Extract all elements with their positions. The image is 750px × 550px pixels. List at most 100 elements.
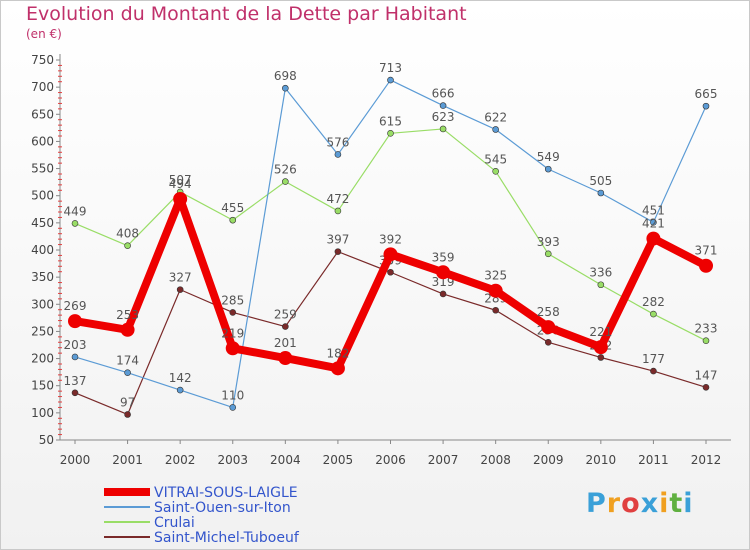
data-point: [541, 320, 556, 335]
data-point: [699, 258, 713, 273]
legend-label: VITRAI-SOUS-LAIGLE: [154, 485, 298, 501]
series-line: [547, 253, 602, 286]
data-point: [124, 369, 131, 376]
logo-letter: P: [586, 488, 607, 519]
x-tick-label: 2009: [533, 453, 564, 467]
y-tick-label: 300: [31, 297, 54, 311]
y-tick-label: 550: [31, 162, 54, 176]
data-point: [278, 351, 293, 366]
data-label: 201: [274, 336, 297, 350]
series-line: [71, 317, 132, 334]
data-point: [702, 337, 710, 344]
series-line: [547, 168, 602, 194]
data-point: [225, 341, 240, 356]
series-line: [652, 370, 707, 388]
data-label: 177: [642, 352, 665, 366]
logo-letter: r: [606, 488, 622, 519]
data-point: [282, 178, 289, 185]
x-tick-label: 2003: [217, 453, 248, 467]
data-point: [597, 281, 605, 289]
data-point: [387, 129, 394, 137]
data-point: [439, 102, 447, 109]
data-point: [176, 286, 184, 293]
series-line: [179, 191, 234, 221]
data-label: 336: [589, 266, 612, 280]
chart-unit: (en €): [26, 27, 62, 41]
series-line: [389, 79, 444, 107]
data-point: [387, 268, 394, 276]
data-point: [124, 242, 131, 249]
series-line: [442, 128, 497, 172]
data-point: [439, 290, 447, 298]
logo-letter: i: [683, 488, 694, 519]
data-label: 472: [326, 192, 349, 206]
series-line: [74, 356, 129, 374]
data-point: [492, 126, 499, 133]
y-tick-label: 450: [31, 216, 54, 230]
data-label: 147: [695, 368, 718, 382]
data-label: 545: [484, 152, 507, 166]
x-tick-label: 2010: [586, 453, 617, 467]
data-label: 269: [64, 299, 87, 313]
series-line: [284, 181, 339, 212]
data-point: [334, 151, 342, 158]
series-line: [126, 289, 181, 416]
series-line: [600, 356, 655, 372]
data-label: 576: [326, 135, 349, 149]
data-point: [387, 76, 394, 84]
data-label: 371: [695, 244, 718, 258]
data-label: 665: [695, 87, 718, 101]
data-label: 203: [64, 338, 87, 352]
data-point: [597, 189, 605, 197]
series-line: [389, 128, 444, 134]
y-tick-label: 250: [31, 324, 54, 338]
y-tick-label: 500: [31, 189, 54, 203]
data-label: 451: [642, 203, 665, 217]
series-line: [386, 250, 448, 277]
data-point: [229, 404, 237, 411]
series-line: [337, 79, 392, 156]
data-label: 393: [537, 235, 560, 249]
x-tick-label: 2001: [112, 453, 143, 467]
series-line: [179, 389, 234, 409]
data-point: [650, 219, 657, 226]
data-label: 182: [326, 346, 349, 360]
data-label: 325: [484, 269, 507, 283]
data-label: 622: [484, 110, 507, 124]
series-line: [652, 105, 707, 223]
data-label: 698: [274, 69, 297, 83]
y-tick-label: 100: [31, 406, 54, 420]
x-tick-label: 2002: [165, 453, 196, 467]
data-point: [71, 389, 79, 397]
series-line: [495, 309, 549, 343]
series-line: [281, 354, 342, 373]
data-label: 258: [537, 305, 560, 319]
data-point: [702, 384, 710, 391]
legend-label: Saint-Michel-Tuboeuf: [154, 530, 300, 546]
data-label: 397: [326, 233, 349, 247]
data-point: [492, 167, 499, 175]
y-tick-label: 150: [31, 379, 54, 393]
data-point: [488, 283, 503, 298]
axes: 50 100 150 200 250 300 350 400 450 500 550 600 650 70…: [31, 53, 731, 467]
data-label: 505: [589, 174, 612, 188]
data-label: 327: [169, 271, 192, 285]
data-label: 526: [274, 163, 297, 177]
data-point: [544, 250, 552, 258]
series-line: [284, 87, 339, 156]
x-tick-label: 2007: [428, 453, 459, 467]
series-line: [232, 311, 286, 328]
y-tick-label: 400: [31, 243, 54, 257]
series-line: [442, 293, 497, 311]
series-line: [232, 181, 286, 221]
x-tick-label: 2005: [323, 453, 354, 467]
y-tick-label: 600: [31, 134, 54, 148]
series-line: [491, 286, 553, 332]
series-line: [652, 313, 707, 342]
data-label: 408: [116, 227, 139, 241]
series-line: [544, 323, 605, 352]
data-label: 97: [120, 395, 135, 409]
data-label: 549: [537, 150, 560, 164]
data-point: [173, 191, 188, 206]
data-label: 137: [64, 374, 87, 388]
